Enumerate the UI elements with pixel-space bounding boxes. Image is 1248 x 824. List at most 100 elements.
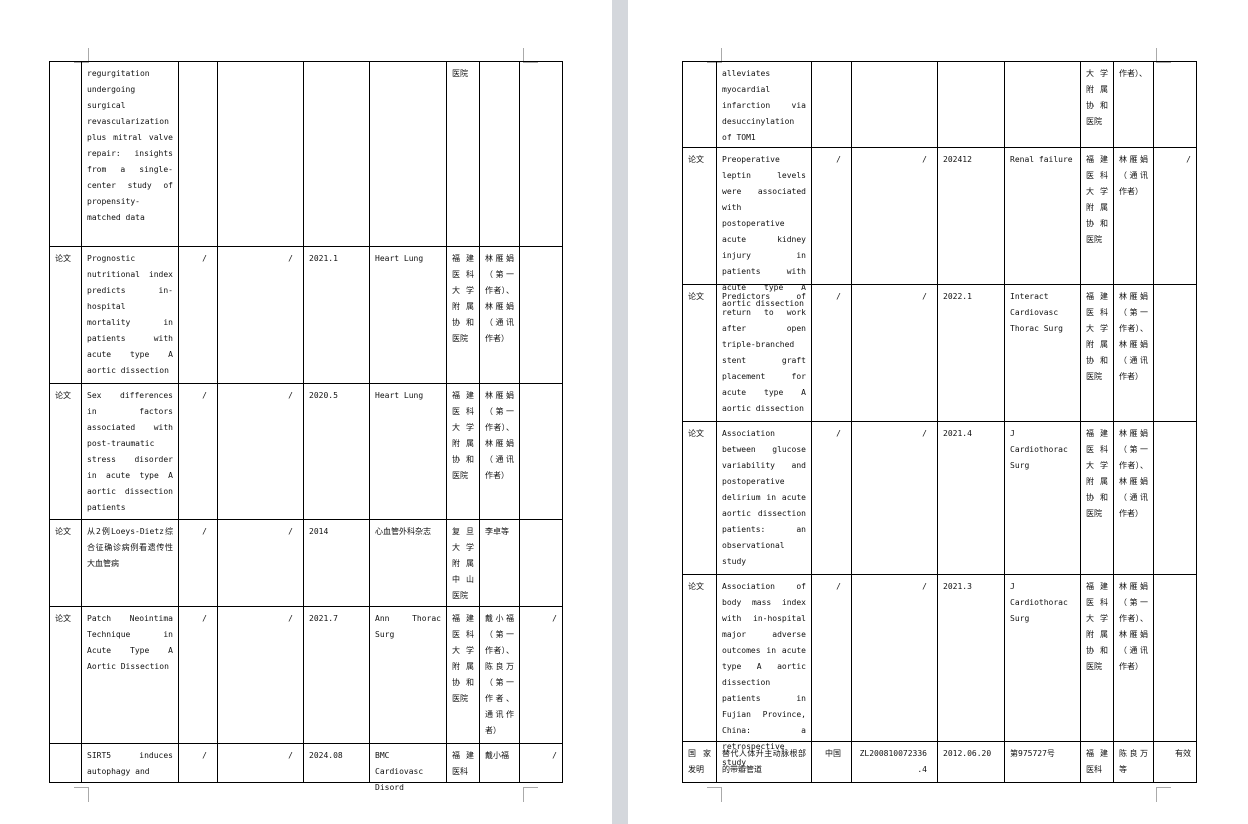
table-cell xyxy=(519,383,563,520)
table-cell: 第975727号 xyxy=(1004,741,1081,783)
cell-text: 论文 xyxy=(688,582,704,591)
table-cell: / xyxy=(217,246,304,384)
cell-text: 2021.3 xyxy=(943,582,972,591)
table-cell: / xyxy=(217,606,304,744)
cell-text: Association between glucose variability … xyxy=(722,429,806,566)
table-cell xyxy=(49,61,82,247)
cell-text: 国家发明 xyxy=(688,749,711,774)
table-cell xyxy=(682,61,717,148)
table-cell: 论文 xyxy=(682,574,717,742)
cell-text: 福建医科大学附属协和医院 xyxy=(452,254,474,343)
table-cell: 论文 xyxy=(682,147,717,285)
table-cell: 论文 xyxy=(49,519,82,607)
cell-text: 从2例Loeys-Dietz综合征确诊病例看遗传性大血管病 xyxy=(87,527,173,568)
table-cell xyxy=(217,61,304,247)
cell-text: / xyxy=(202,527,207,536)
cell-text: 福建医科大学附属协和医院 xyxy=(1086,582,1108,671)
table-cell xyxy=(1153,421,1197,575)
table-cell: Interact Cardiovasc Thorac Surg xyxy=(1004,284,1081,422)
table-cell xyxy=(1153,61,1197,148)
table-cell: 作者）、 xyxy=(1113,61,1154,148)
table-cell: 戴小福（第一作者）、陈良万（第一作者、通讯作者） xyxy=(479,606,520,744)
table-cell xyxy=(369,61,447,247)
cell-text: 李卓等 xyxy=(485,527,509,536)
table-cell: 福建医科大学附属协和医院 xyxy=(1080,147,1114,285)
cell-text: / xyxy=(552,614,557,623)
table-cell: 福建医科大学附属协和医院 xyxy=(1080,421,1114,575)
cell-text: 林雁娟（第一作者）、林雁娟（通讯作者） xyxy=(485,391,514,480)
table-cell xyxy=(811,61,852,148)
table-cell: 林雁娟（通讯作者） xyxy=(1113,147,1154,285)
table-cell: / xyxy=(1153,147,1197,285)
table-cell: 论文 xyxy=(49,383,82,520)
table-cell: 论文 xyxy=(682,421,717,575)
cell-text: 大学附属协和医院 xyxy=(1086,69,1108,126)
table-cell: 陈良万等 xyxy=(1113,741,1154,783)
corner-mark xyxy=(1156,48,1171,63)
table-cell: / xyxy=(811,421,852,575)
cell-text: 2021.4 xyxy=(943,429,972,438)
cell-text: / xyxy=(202,614,207,623)
cell-text: 林雁娟（第一作者）、林雁娟（通讯作者） xyxy=(1119,429,1148,518)
table-cell: / xyxy=(217,519,304,607)
cell-text: Interact Cardiovasc Thorac Surg xyxy=(1010,292,1063,333)
cell-text: 有效 xyxy=(1175,749,1191,758)
cell-text: J Cardiothorac Surg xyxy=(1010,582,1068,623)
cell-text: 福建医科大学附属协和医院 xyxy=(452,391,474,480)
table-cell: 2021.7 xyxy=(303,606,370,744)
table-cell: / xyxy=(178,246,218,384)
cell-text: Preoperative leptin levels were associat… xyxy=(722,155,806,308)
table-cell: / xyxy=(851,284,938,422)
corner-mark xyxy=(523,48,538,63)
table-cell: 大学附属协和医院 xyxy=(1080,61,1114,148)
table-cell: 福建医科 xyxy=(1080,741,1114,783)
table-cell: 2020.5 xyxy=(303,383,370,520)
table-cell: Association between glucose variability … xyxy=(716,421,812,575)
cell-text: 论文 xyxy=(55,391,71,400)
table-cell: Heart Lung xyxy=(369,383,447,520)
cell-text: 福建医科 xyxy=(1086,749,1108,774)
cell-text: 论文 xyxy=(688,292,704,301)
table-cell: 2021.1 xyxy=(303,246,370,384)
cell-text: 论文 xyxy=(688,429,704,438)
table-cell: 替代人体升主动脉根部的带瓣管道 xyxy=(716,741,812,783)
cell-text: Prognostic nutritional index predicts in… xyxy=(87,254,173,375)
cell-text: 林雁娟（第一作者）、林雁娟（通讯作者） xyxy=(485,254,514,343)
table-cell: 2021.3 xyxy=(937,574,1005,742)
table-cell: Renal failure xyxy=(1004,147,1081,285)
table-cell: 2022.1 xyxy=(937,284,1005,422)
table-cell xyxy=(851,61,938,148)
table-cell: 戴小福 xyxy=(479,743,520,783)
cell-text: / xyxy=(836,429,841,438)
cell-text: BMC Cardiovasc Disord xyxy=(375,751,424,792)
cell-text: 2022.1 xyxy=(943,292,972,301)
table-cell: / xyxy=(811,574,852,742)
table-cell: 福建医科大学附属协和医院 xyxy=(446,246,480,384)
cell-text: Association of body mass index with in-h… xyxy=(722,582,806,767)
table-cell: 林雁娟（第一作者）、林雁娟（通讯作者） xyxy=(1113,574,1154,742)
table-cell: / xyxy=(851,421,938,575)
cell-text: 2020.5 xyxy=(309,391,338,400)
table-cell: Prognostic nutritional index predicts in… xyxy=(81,246,179,384)
table-cell: 论文 xyxy=(49,246,82,384)
cell-text: 2021.7 xyxy=(309,614,338,623)
cell-text: 林雁娟（第一作者）、林雁娟（通讯作者） xyxy=(1119,582,1148,671)
table-cell: / xyxy=(811,284,852,422)
table-cell: 林雁娟（第一作者）、林雁娟（通讯作者） xyxy=(479,383,520,520)
cell-text: 2014 xyxy=(309,527,329,536)
table-cell: / xyxy=(178,383,218,520)
cell-text: 2012.06.20 xyxy=(943,749,992,758)
cell-text: 作者）、 xyxy=(1119,69,1147,78)
corner-mark xyxy=(74,787,89,802)
table-cell: 论文 xyxy=(49,606,82,744)
cell-text: Sex differences in factors associated wi… xyxy=(87,391,173,512)
cell-text: 2021.1 xyxy=(309,254,338,263)
table-cell: J Cardiothorac Surg xyxy=(1004,574,1081,742)
page-gap xyxy=(612,0,628,824)
table-cell xyxy=(479,61,520,247)
cell-text: / xyxy=(552,751,557,760)
page xyxy=(0,0,612,824)
table-cell: 医院 xyxy=(446,61,480,247)
table-cell: 论文 xyxy=(682,284,717,422)
